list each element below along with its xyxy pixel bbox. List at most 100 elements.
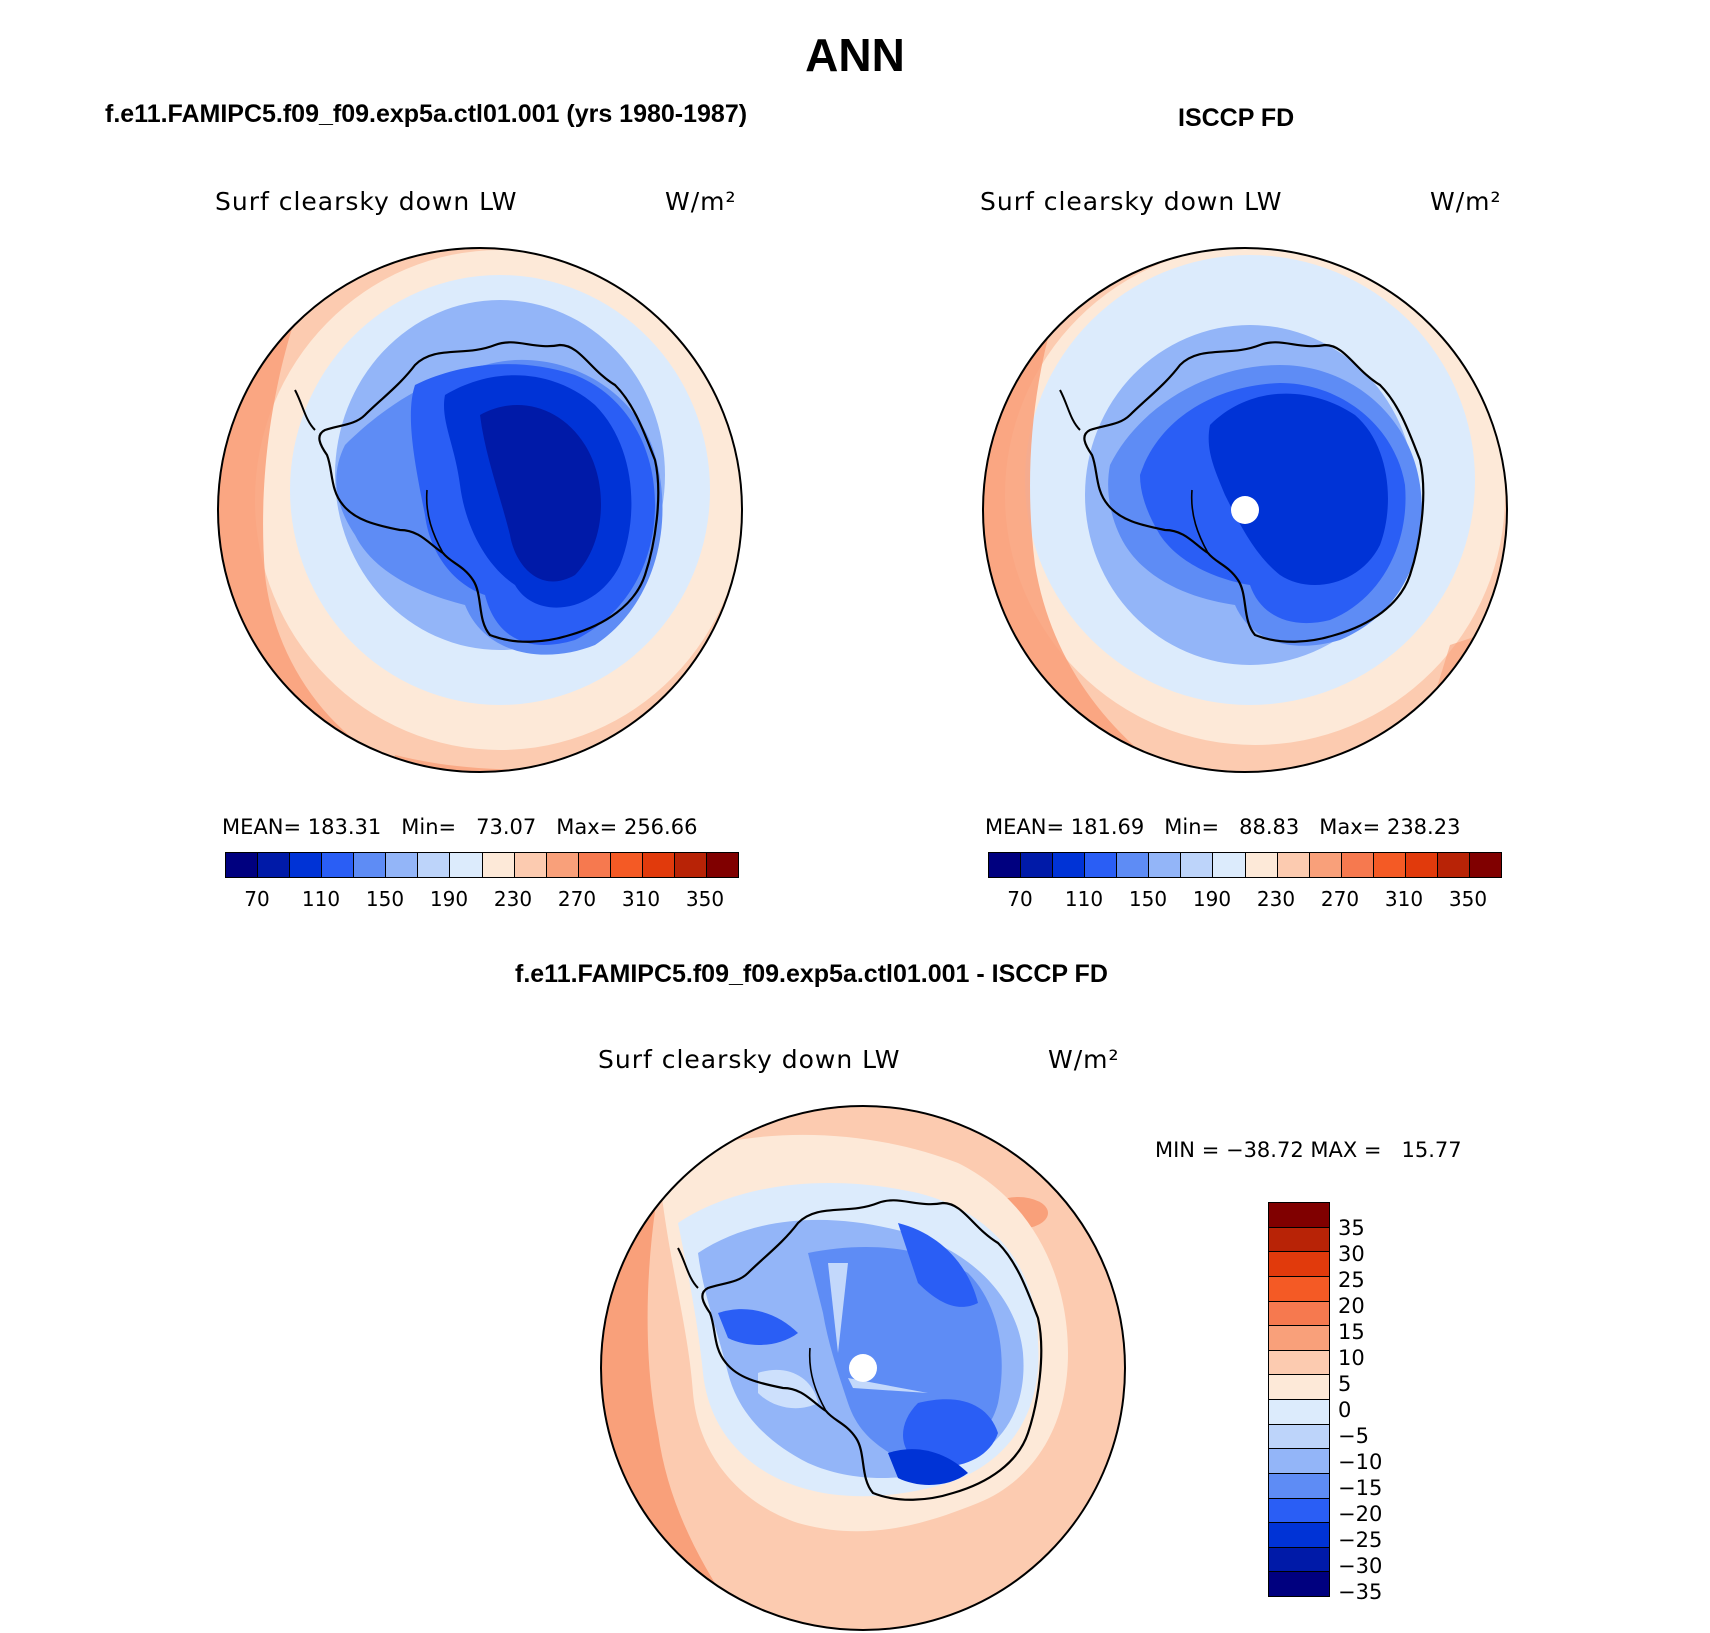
- colorbar-swatch: [1085, 853, 1118, 877]
- colorbar-swatch: [1213, 853, 1246, 877]
- panel-2-tick: 310: [1384, 887, 1424, 911]
- colorbar-swatch: [1269, 1326, 1329, 1351]
- panel-1-tick: 230: [493, 887, 533, 911]
- panel-1-stats: MEAN= 183.31 Min= 73.07 Max= 256.66: [222, 815, 698, 839]
- colorbar-swatch: [1053, 853, 1086, 877]
- figure-title: ANN: [805, 29, 905, 81]
- colorbar-swatch: [482, 853, 515, 877]
- colorbar-swatch: [610, 853, 643, 877]
- colorbar-swatch: [1341, 853, 1374, 877]
- panel-3-tick: 10: [1338, 1346, 1365, 1370]
- panel-2-tick: 190: [1192, 887, 1232, 911]
- colorbar-swatch: [1269, 1572, 1329, 1596]
- colorbar-swatch: [1269, 1523, 1329, 1548]
- colorbar-swatch: [322, 853, 355, 877]
- colorbar-swatch: [1269, 1301, 1329, 1327]
- panel-3-units: W/m²: [1048, 1045, 1120, 1074]
- colorbar-swatch: [1269, 1227, 1329, 1253]
- panel-3-tick: 35: [1338, 1216, 1365, 1240]
- panel-1-tick: 270: [557, 887, 597, 911]
- colorbar-swatch: [1269, 1375, 1329, 1400]
- colorbar-swatch: [1021, 853, 1054, 877]
- panel-3-tick: −10: [1338, 1450, 1383, 1474]
- colorbar-swatch: [1373, 853, 1406, 877]
- panel-2-tick: 350: [1448, 887, 1488, 911]
- colorbar-swatch: [578, 853, 611, 877]
- colorbar-swatch: [642, 853, 675, 877]
- panel-3-tick: −15: [1338, 1476, 1383, 1500]
- panel-3-variable: Surf clearsky down LW: [598, 1045, 901, 1074]
- panel-2-colorbar: [988, 852, 1502, 878]
- panel-3-tick: −35: [1338, 1580, 1383, 1604]
- colorbar-swatch: [226, 853, 259, 877]
- panel-2-colorbar-labels: 70 110 150 190 230 270 310 350: [988, 887, 1500, 911]
- colorbar-swatch: [290, 853, 323, 877]
- colorbar-swatch: [706, 853, 738, 877]
- panel-3-tick: 5: [1338, 1372, 1352, 1396]
- colorbar-swatch: [1405, 853, 1438, 877]
- colorbar-swatch: [1269, 1547, 1329, 1573]
- colorbar-swatch: [1117, 853, 1150, 877]
- panel-3-tick: 15: [1338, 1320, 1365, 1344]
- colorbar-swatch: [1269, 1498, 1329, 1524]
- panel-2-units: W/m²: [1430, 187, 1502, 216]
- colorbar-swatch: [1269, 1350, 1329, 1376]
- panel-3-colorbar-labels: 35 30 25 20 15 10 5 0 −5 −10 −15 −20 −25…: [1338, 1202, 1418, 1604]
- panel-1-tick: 70: [244, 887, 270, 911]
- colorbar-swatch: [514, 853, 547, 877]
- panel-2-polar-map: [982, 247, 1508, 773]
- panel-1-tick: 190: [429, 887, 469, 911]
- panel-1-colorbar-labels: 70 110 150 190 230 270 310 350: [225, 887, 737, 911]
- colorbar-swatch: [674, 853, 707, 877]
- panel-2-tick: 150: [1128, 887, 1168, 911]
- colorbar-swatch: [989, 853, 1022, 877]
- colorbar-swatch: [386, 853, 419, 877]
- panel-2-tick: 230: [1256, 887, 1296, 911]
- panel-1-colorbar: [225, 852, 739, 878]
- panel-3-tick: 20: [1338, 1294, 1365, 1318]
- panel-3-tick: 30: [1338, 1242, 1365, 1266]
- panel-3-tick: −20: [1338, 1502, 1383, 1526]
- panel-3-tick: −30: [1338, 1554, 1383, 1578]
- panel-1-tick: 150: [365, 887, 405, 911]
- colorbar-swatch: [1245, 853, 1278, 877]
- colorbar-swatch: [1269, 1400, 1329, 1425]
- panel-1-title: f.e11.FAMIPC5.f09_f09.exp5a.ctl01.001 (y…: [105, 100, 748, 128]
- colorbar-swatch: [1269, 1473, 1329, 1499]
- colorbar-swatch: [546, 853, 579, 877]
- panel-2-stats: MEAN= 181.69 Min= 88.83 Max= 238.23: [985, 815, 1461, 839]
- colorbar-swatch: [1269, 1449, 1329, 1474]
- colorbar-swatch: [1269, 1276, 1329, 1302]
- colorbar-swatch: [1181, 853, 1214, 877]
- panel-1-tick: 350: [685, 887, 725, 911]
- colorbar-swatch: [1149, 853, 1182, 877]
- panel-1-polar-map: [217, 247, 743, 773]
- colorbar-swatch: [1469, 853, 1501, 877]
- panel-3-tick: −5: [1338, 1424, 1369, 1448]
- colorbar-swatch: [1437, 853, 1470, 877]
- colorbar-swatch: [418, 853, 451, 877]
- colorbar-swatch: [1309, 853, 1342, 877]
- panel-3-colorbar: [1268, 1202, 1330, 1597]
- panel-3-stats: MIN = −38.72 MAX = 15.77: [1155, 1138, 1462, 1162]
- panel-3-tick: −25: [1338, 1528, 1383, 1552]
- panel-2-tick: 270: [1320, 887, 1360, 911]
- panel-2-tick: 70: [1007, 887, 1033, 911]
- panel-2-title: ISCCP FD: [1178, 104, 1295, 132]
- colorbar-swatch: [450, 853, 483, 877]
- panel-1-units: W/m²: [665, 187, 737, 216]
- colorbar-swatch: [1277, 853, 1310, 877]
- colorbar-swatch: [1269, 1252, 1329, 1277]
- panel-2-tick: 110: [1064, 887, 1104, 911]
- panel-3-title: f.e11.FAMIPC5.f09_f09.exp5a.ctl01.001 - …: [515, 960, 1108, 988]
- panel-3-tick: 0: [1338, 1398, 1352, 1422]
- colorbar-swatch: [354, 853, 387, 877]
- colorbar-swatch: [1269, 1424, 1329, 1450]
- colorbar-swatch: [258, 853, 291, 877]
- panel-1-tick: 310: [621, 887, 661, 911]
- panel-3-polar-map: [600, 1105, 1126, 1631]
- panel-1-tick: 110: [301, 887, 341, 911]
- panel-3-tick: 25: [1338, 1268, 1365, 1292]
- panel-1-variable: Surf clearsky down LW: [215, 187, 518, 216]
- colorbar-swatch: [1269, 1203, 1329, 1228]
